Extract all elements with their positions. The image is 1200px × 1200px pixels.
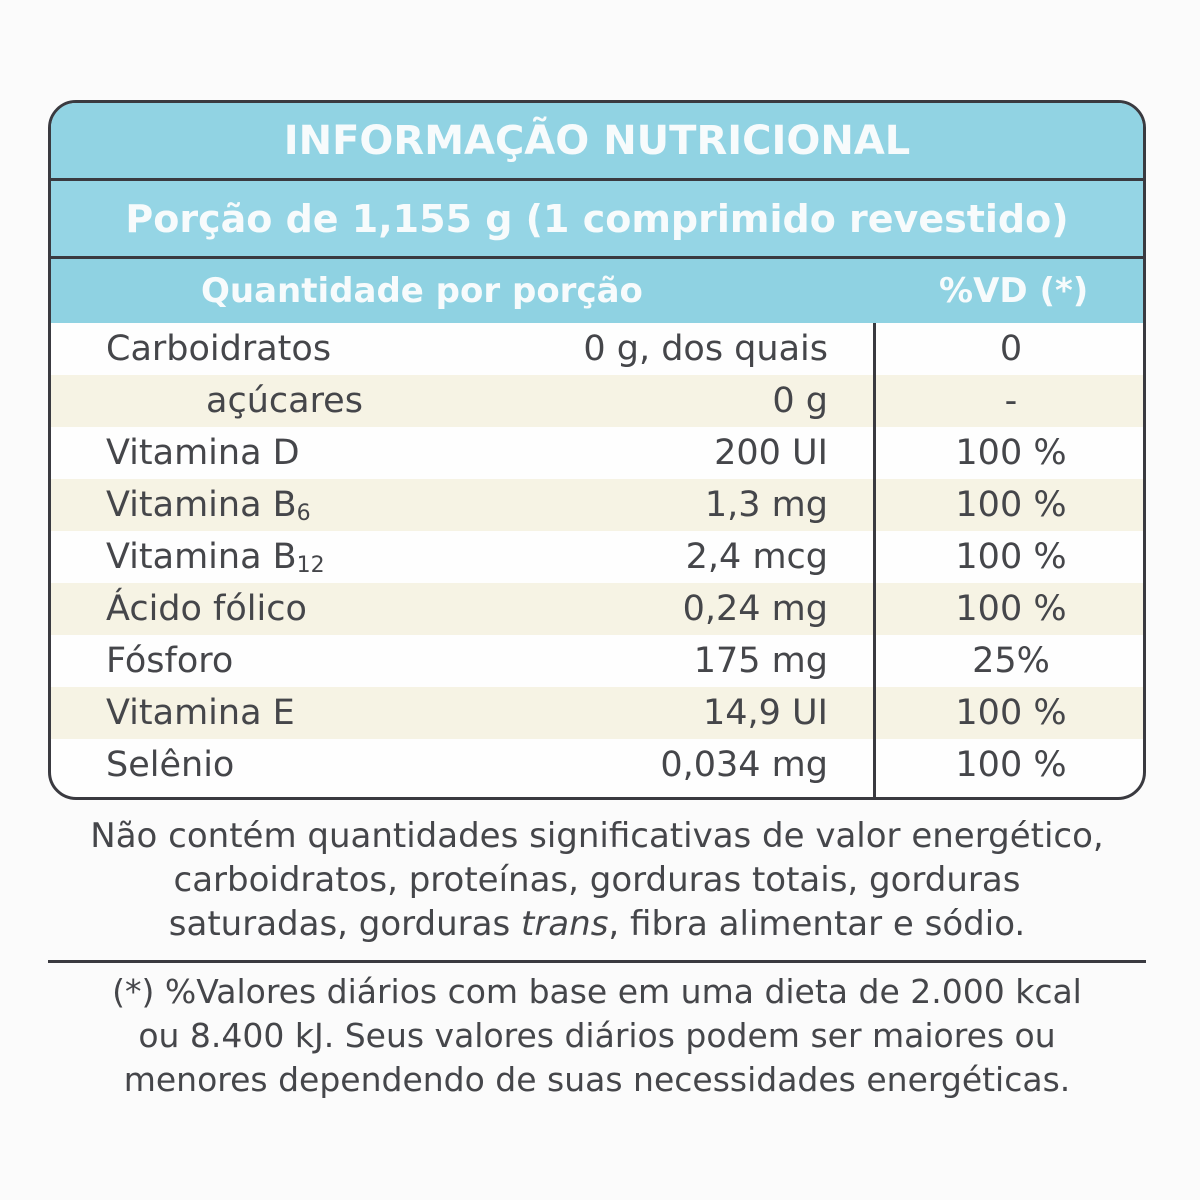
nutrient-vd: 100 % — [955, 433, 1067, 473]
nutrient-name: Selênio — [106, 745, 235, 785]
nutrient-vd: 100 % — [955, 693, 1067, 733]
note-line: carboidratos, proteínas, gorduras totais… — [173, 860, 1021, 900]
table-row: Carboidratos 0 g, dos quais 0 — [51, 323, 1143, 375]
nutrient-amount: 1,3 mg — [704, 485, 828, 525]
nutrient-vd: 100 % — [955, 485, 1067, 525]
nutrient-vd: - — [1004, 381, 1018, 421]
footnote-line: menores dependendo de suas necessidades … — [123, 1060, 1071, 1099]
table-row: Fósforo 175 mg 25% — [51, 635, 1143, 687]
table-row: Ácido fólico 0,24 mg 100 % — [51, 583, 1143, 635]
note-line-start: saturadas, gorduras — [168, 904, 521, 944]
nutrient-name-text: Vitamina B — [106, 485, 297, 525]
nutrient-amount: 0,034 mg — [660, 745, 828, 785]
column-headers: Quantidade por porção %VD (*) — [51, 259, 1143, 323]
title-text: INFORMAÇÃO NUTRICIONAL — [283, 117, 911, 164]
portion-size: Porção de 1,155 g (1 comprimido revestid… — [51, 181, 1143, 259]
nutrient-name: açúcares — [206, 381, 363, 421]
nutrient-vd: 100 % — [955, 745, 1067, 785]
note-italic-trans: trans — [521, 904, 609, 944]
footnote-line: ou 8.400 kJ. Seus valores diários podem … — [138, 1016, 1056, 1055]
nutrient-name: Ácido fólico — [106, 589, 307, 629]
note-line-end: , fibra alimentar e sódio. — [608, 904, 1026, 944]
nutrient-amount: 2,4 mcg — [685, 537, 828, 577]
nutrient-name: Vitamina B12 — [106, 537, 325, 578]
nutrient-vd: 0 — [999, 329, 1023, 369]
nutrient-amount: 14,9 UI — [703, 693, 828, 733]
nutrient-amount: 0 g — [772, 381, 828, 421]
note-line: saturadas, gorduras trans, fibra aliment… — [48, 902, 1146, 946]
nutrient-vd: 25% — [972, 641, 1050, 681]
nutrient-amount: 175 mg — [693, 641, 828, 681]
table-row: Vitamina B12 2,4 mcg 100 % — [51, 531, 1143, 583]
nutrient-name: Vitamina B6 — [106, 485, 311, 526]
nutrient-name-text: Vitamina B — [106, 537, 297, 577]
footnote-line: (*) %Valores diários com base em uma die… — [112, 972, 1082, 1011]
nutrient-name: Vitamina D — [106, 433, 300, 473]
nutrient-amount: 200 UI — [714, 433, 828, 473]
nutrient-amount: 0 g, dos quais — [583, 329, 828, 369]
nutrient-vd: 100 % — [955, 589, 1067, 629]
nutrient-name: Fósforo — [106, 641, 234, 681]
column-header-quantity: Quantidade por porção — [201, 271, 643, 311]
nutrient-subscript: 12 — [296, 553, 325, 578]
nutrition-table: INFORMAÇÃO NUTRICIONAL Porção de 1,155 g… — [48, 100, 1146, 800]
nutrient-subscript: 6 — [296, 501, 311, 526]
table-title: INFORMAÇÃO NUTRICIONAL — [51, 103, 1143, 181]
nutrient-name: Carboidratos — [106, 329, 332, 369]
table-row: Vitamina D 200 UI 100 % — [51, 427, 1143, 479]
table-row: açúcares 0 g - — [51, 375, 1143, 427]
column-header-vd: %VD (*) — [939, 271, 1089, 311]
table-row: Vitamina B6 1,3 mg 100 % — [51, 479, 1143, 531]
nutrient-name: Vitamina E — [106, 693, 295, 733]
non-significant-note: Não contém quantidades significativas de… — [48, 800, 1146, 960]
note-line: Não contém quantidades significativas de… — [90, 816, 1104, 856]
nutrient-vd: 100 % — [955, 537, 1067, 577]
column-divider — [873, 323, 876, 797]
nutrient-amount: 0,24 mg — [682, 589, 828, 629]
footnote-divider — [48, 960, 1146, 963]
portion-text: Porção de 1,155 g (1 comprimido revestid… — [125, 196, 1069, 241]
table-row: Vitamina E 14,9 UI 100 % — [51, 687, 1143, 739]
table-row: Selênio 0,034 mg 100 % — [51, 739, 1143, 791]
nutrient-rows: Carboidratos 0 g, dos quais 0 açúcares 0… — [51, 323, 1143, 797]
daily-values-footnote: (*) %Valores diários com base em uma die… — [48, 970, 1146, 1102]
